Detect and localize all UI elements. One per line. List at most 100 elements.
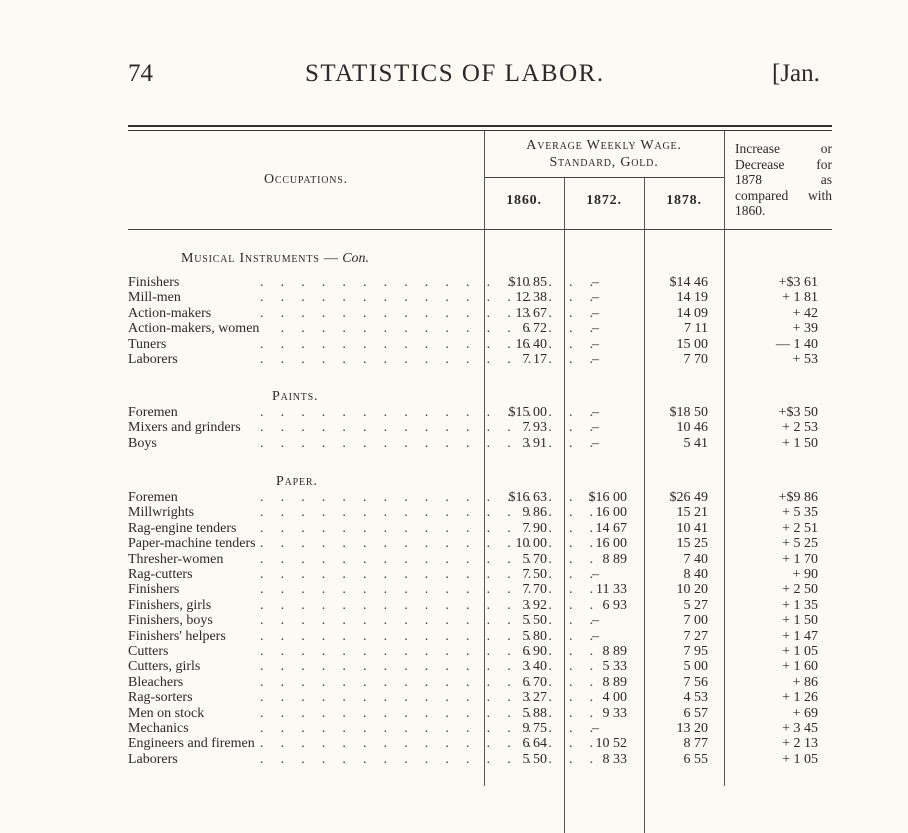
wage-1878-cell: 5 27	[683, 597, 709, 613]
dot-leader: . . . . . . . . . . . . . . . . . . . . …	[260, 290, 600, 306]
dot-leader: . . . . . . . . . . . . . . . . . . . . …	[260, 644, 600, 659]
dot-leader: . . . . . . . . . . . . . . . . . . . . …	[260, 435, 600, 451]
wage-1860-cell: 3 91	[522, 435, 548, 451]
wage-1872-cell: 4 00	[602, 690, 628, 706]
occupation-cell: Rag-engine tenders	[128, 520, 241, 537]
dot-leader: . . . . . . . . . . . . . . . . . . . . …	[260, 505, 600, 521]
table-row: . . . . . . . . . . . . . . . . . . . . …	[128, 290, 832, 307]
increase-header: Increase or Decrease for 1878 as compare…	[735, 141, 832, 218]
occupation-cell: Cutters	[128, 644, 173, 660]
dot-leader: . . . . . . . . . . . . . . . . . . . . …	[260, 420, 600, 436]
wage-1860-cell: 5 88	[522, 705, 548, 721]
wage-1860-cell: 7 93	[522, 420, 548, 436]
column-divider	[644, 178, 645, 833]
wage-1878-cell: 15 21	[676, 505, 709, 521]
table-row: . . . . . . . . . . . . . . . . . . . . …	[128, 321, 832, 338]
increase-cell: + 5 35	[782, 505, 818, 521]
dot-leader: . . . . . . . . . . . . . . . . . . . . …	[260, 275, 600, 290]
section-title-text: Paper.	[276, 474, 318, 489]
increase-cell: + 1 60	[782, 659, 818, 675]
table-row: . . . . . . . . . . . . . . . . . . . . …	[128, 305, 832, 322]
wage-1872-cell: –	[592, 613, 599, 629]
occupation-cell: Mill-men	[128, 290, 185, 307]
wage-1878-cell: 7 11	[684, 321, 708, 337]
occupation-cell: Finishers	[128, 582, 184, 599]
wage-1878-cell: 15 25	[676, 536, 709, 552]
table-row: . . . . . . . . . . . . . . . . . . . . …	[128, 352, 832, 368]
table-row: . . . . . . . . . . . . . . . . . . . . …	[128, 705, 832, 722]
table-row: . . . . . . . . . . . . . . . . . . . . …	[128, 659, 832, 676]
dot-leader: . . . . . . . . . . . . . . . . . . . . …	[260, 659, 600, 675]
wage-1860-cell: 10 00	[515, 536, 548, 552]
wage-1872-cell: –	[592, 567, 599, 582]
column-divider	[564, 178, 565, 833]
wage-1878-cell: 15 00	[676, 336, 709, 352]
page-date: [Jan.	[772, 60, 820, 87]
wage-1872-cell: 5 33	[602, 659, 628, 675]
wage-header: Average Weekly Wage. Standard, Gold.	[484, 137, 724, 171]
occupation-cell: Millwrights	[128, 505, 199, 522]
occupation-cell: Action-makers, women	[128, 321, 264, 338]
occupations-header: Occupations.	[264, 172, 348, 187]
occupation-cell: Bleachers	[128, 674, 188, 691]
occupation-cell: Boys	[128, 435, 161, 452]
dot-leader: . . . . . . . . . . . . . . . . . . . . …	[260, 597, 600, 613]
year-header-1878: 1878.	[666, 193, 702, 208]
wage-1878-cell: 10 20	[676, 582, 709, 598]
occupation-cell: Mixers and grinders	[128, 420, 245, 437]
wage-1860-cell: 7 17	[522, 352, 548, 367]
wage-1872-cell: –	[592, 628, 599, 644]
occupation-cell: Men on stock	[128, 705, 209, 722]
wage-1878-cell: 7 27	[683, 628, 709, 644]
wage-1878-cell: 4 53	[683, 690, 709, 706]
increase-cell: + 1 26	[782, 690, 818, 706]
table-row: . . . . . . . . . . . . . . . . . . . . …	[128, 405, 832, 421]
dot-leader: . . . . . . . . . . . . . . . . . . . . …	[260, 551, 600, 567]
occupation-cell: Rag-cutters	[128, 567, 197, 583]
wage-1878-cell: 10 41	[676, 520, 709, 536]
section-title-text: Paints.	[272, 389, 319, 404]
occupation-cell: Finishers' helpers	[128, 628, 230, 645]
occupation-cell: Cutters, girls	[128, 659, 205, 676]
increase-cell: + 3 45	[782, 721, 818, 736]
increase-cell: + 39	[792, 321, 818, 337]
wage-1878-cell: $18 50	[669, 405, 709, 420]
table-top-rule-thin	[128, 130, 832, 131]
occupation-cell: Paper-machine tenders	[128, 536, 260, 553]
wage-1878-cell: 14 19	[676, 290, 709, 306]
wage-1872-cell: –	[592, 305, 599, 321]
wage-header-line2: Standard, Gold.	[549, 155, 659, 170]
wage-1872-cell: 8 89	[602, 644, 628, 659]
table-row: . . . . . . . . . . . . . . . . . . . . …	[128, 420, 832, 437]
wage-1878-cell: 7 40	[683, 551, 709, 567]
wage-1860-cell: 13 67	[515, 305, 548, 321]
wage-1872-cell: –	[592, 405, 599, 420]
dot-leader: . . . . . . . . . . . . . . . . . . . . …	[260, 305, 600, 321]
table-row: . . . . . . . . . . . . . . . . . . . . …	[128, 567, 832, 583]
table-row: . . . . . . . . . . . . . . . . . . . . …	[128, 275, 832, 291]
occupation-cell: Laborers	[128, 352, 182, 368]
increase-cell: + 1 81	[782, 290, 818, 306]
wage-1872-cell: 11 33	[596, 582, 627, 598]
wage-1872-cell: –	[592, 321, 599, 337]
wage-1860-cell: 6 72	[522, 321, 548, 337]
table-row: . . . . . . . . . . . . . . . . . . . . …	[128, 490, 832, 506]
occupation-cell: Finishers, boys	[128, 613, 217, 630]
wage-1878-cell: 10 46	[676, 420, 709, 436]
dot-leader: . . . . . . . . . . . . . . . . . . . . …	[260, 567, 600, 582]
year-header-1872: 1872.	[586, 193, 622, 208]
table-row: . . . . . . . . . . . . . . . . . . . . …	[128, 721, 832, 737]
occupation-cell: Finishers, girls	[128, 597, 216, 614]
wage-1872-cell: 6 93	[602, 597, 628, 613]
wage-1878-cell: 6 55	[683, 751, 709, 767]
dot-leader: . . . . . . . . . . . . . . . . . . . . …	[260, 674, 600, 690]
wage-1872-cell: –	[592, 420, 599, 436]
wage-1860-cell: 9 86	[522, 505, 548, 521]
wage-1878-cell: 14 09	[676, 305, 709, 321]
wage-1872-cell: –	[592, 435, 599, 451]
table-row: . . . . . . . . . . . . . . . . . . . . …	[128, 690, 832, 707]
wage-1872-cell: –	[592, 352, 599, 367]
dot-leader: . . . . . . . . . . . . . . . . . . . . …	[260, 705, 600, 721]
table-row: . . . . . . . . . . . . . . . . . . . . …	[128, 435, 832, 452]
wage-1872-cell: –	[592, 275, 599, 290]
